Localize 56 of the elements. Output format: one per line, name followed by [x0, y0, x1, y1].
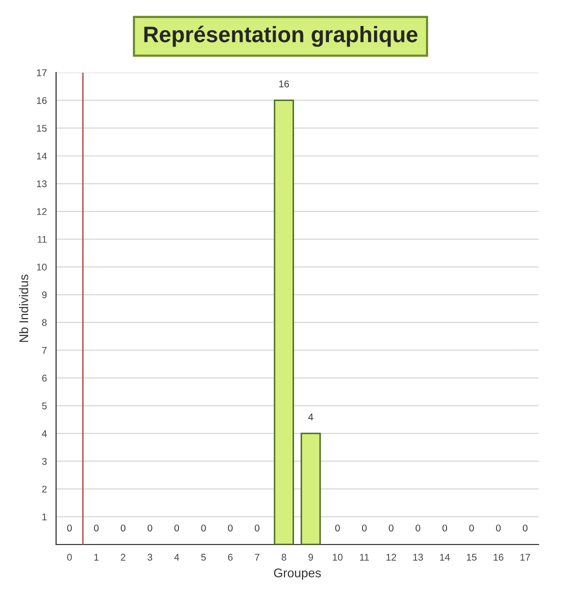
data-label: 0 [362, 524, 367, 532]
data-label: 0 [201, 524, 206, 532]
y-tick-label: 14 [37, 152, 47, 160]
x-tick-label: 15 [466, 554, 477, 561]
x-axis-title: Groupes [274, 568, 321, 580]
y-tick-label: 11 [38, 236, 47, 243]
x-tick-label: 8 [282, 554, 286, 561]
data-label: 0 [228, 524, 233, 532]
data-label: 0 [522, 524, 528, 532]
y-tick-label: 17 [37, 69, 47, 76]
y-tick-label: 6 [42, 374, 47, 382]
data-label: 0 [469, 524, 474, 532]
x-tick-label: 0 [67, 554, 72, 561]
x-tick-label: 1 [94, 554, 99, 561]
x-tick-label: 12 [386, 554, 396, 561]
data-label: 0 [254, 524, 260, 532]
y-tick-label: 8 [42, 319, 47, 326]
data-label: 0 [148, 524, 152, 532]
data-label: 0 [174, 524, 180, 532]
data-label: 0 [496, 524, 501, 532]
x-tick-label: 16 [494, 554, 504, 561]
y-tick-label: 1 [42, 514, 47, 520]
y-tick-label: 7 [42, 347, 47, 354]
x-tick-label: 5 [201, 554, 206, 561]
x-tick-label: 11 [360, 554, 369, 561]
y-tick-label: 16 [37, 97, 47, 104]
x-tick-label: 7 [254, 554, 260, 561]
x-tick-label: 3 [148, 554, 152, 561]
x-tick-label: 9 [308, 554, 313, 561]
x-tick-label: 2 [120, 554, 126, 561]
data-label: 16 [279, 80, 289, 88]
data-label: 0 [335, 524, 340, 532]
y-tick-label: 13 [37, 180, 47, 188]
chart-title: Représentation graphique [144, 26, 418, 47]
data-label: 0 [416, 524, 420, 532]
y-tick-label: 12 [37, 208, 47, 215]
x-tick-label: 14 [440, 554, 450, 561]
y-tick-label: 2 [42, 486, 47, 493]
x-tick-label: 10 [332, 554, 343, 561]
y-tick-label: 15 [37, 124, 47, 132]
y-tick-label: 4 [42, 430, 47, 437]
y-tick-label: 9 [42, 291, 47, 298]
x-tick-label: 17 [520, 554, 530, 561]
data-label: 4 [308, 414, 314, 420]
data-label: 0 [388, 524, 394, 532]
data-label: 0 [67, 524, 72, 532]
y-tick-label: 3 [42, 458, 47, 465]
data-label: 0 [94, 524, 99, 532]
x-tick-label: 6 [228, 554, 233, 561]
x-tick-label: 4 [174, 554, 180, 561]
y-tick-label: 5 [42, 402, 47, 410]
data-label: 0 [442, 524, 448, 532]
y-axis-title: Nb Individus [19, 274, 28, 342]
x-tick-label: 13 [413, 554, 423, 561]
y-tick-label: 10 [37, 264, 47, 271]
data-label: 0 [120, 524, 126, 532]
